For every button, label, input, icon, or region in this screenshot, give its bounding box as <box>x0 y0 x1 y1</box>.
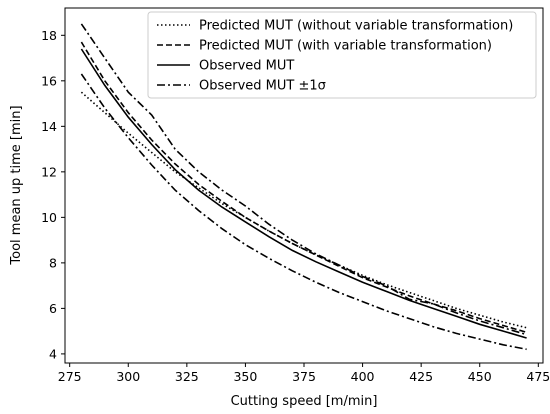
y-tick-label: 12 <box>41 164 57 179</box>
x-axis-label: Cutting speed [m/min] <box>231 394 378 409</box>
y-tick-label: 8 <box>49 255 57 270</box>
x-tick-label: 475 <box>526 369 550 384</box>
series-line-2 <box>80 48 527 339</box>
legend-label-3: Observed MUT ±1σ <box>199 79 326 94</box>
series-line-3 <box>80 23 527 336</box>
y-axis-ticks: 4 6 8 10 12 14 16 18 <box>41 28 65 361</box>
x-tick-label: 325 <box>175 369 199 384</box>
series-layer <box>80 23 527 351</box>
x-tick-label: 400 <box>351 369 375 384</box>
series-line-4 <box>80 73 527 351</box>
legend: Predicted MUT (without variable transfor… <box>147 11 537 99</box>
x-tick-label: 300 <box>116 369 140 384</box>
legend-label-1: Predicted MUT (with variable transformat… <box>199 39 492 54</box>
x-tick-label: 425 <box>409 369 433 384</box>
y-tick-label: 16 <box>41 73 57 88</box>
y-tick-label: 14 <box>41 119 57 134</box>
y-tick-label: 10 <box>41 210 57 225</box>
legend-label-0: Predicted MUT (without variable transfor… <box>199 19 513 34</box>
x-tick-label: 450 <box>468 369 492 384</box>
x-axis-ticks: 275 300 325 350 375 400 425 450 475 <box>58 363 550 384</box>
legend-label-2: Observed MUT <box>199 59 294 74</box>
x-tick-label: 375 <box>292 369 316 384</box>
x-tick-label: 350 <box>233 369 257 384</box>
y-tick-label: 6 <box>49 301 57 316</box>
y-axis-label: Tool mean up time [min] <box>9 105 24 265</box>
x-tick-label: 275 <box>58 369 82 384</box>
y-tick-label: 4 <box>49 346 57 361</box>
series-line-1 <box>80 41 527 334</box>
y-tick-label: 18 <box>41 28 57 43</box>
legend-box <box>147 11 537 99</box>
